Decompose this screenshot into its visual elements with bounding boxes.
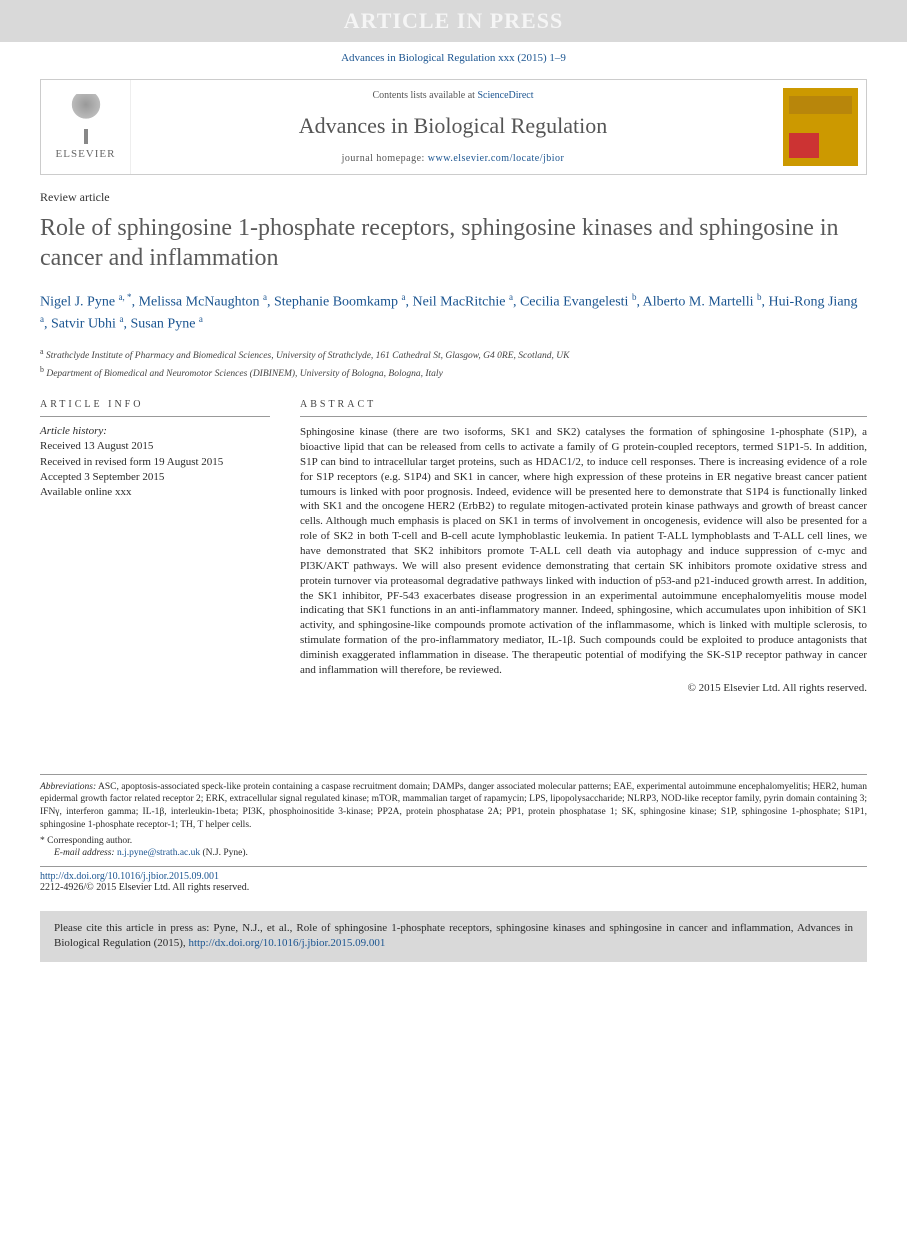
affiliation-a: a Strathclyde Institute of Pharmacy and …	[40, 346, 867, 363]
journal-cover-thumbnail[interactable]	[783, 88, 858, 166]
article-info-column: ARTICLE INFO Article history: Received 1…	[40, 399, 270, 693]
contents-prefix: Contents lists available at	[372, 90, 477, 101]
history-received: Received 13 August 2015	[40, 439, 270, 454]
citation-text: Please cite this article in press as: Py…	[54, 922, 853, 949]
affiliation-b: b Department of Biomedical and Neuromoto…	[40, 364, 867, 381]
doi-link[interactable]: http://dx.doi.org/10.1016/j.jbior.2015.0…	[40, 871, 219, 882]
sciencedirect-link[interactable]: ScienceDirect	[477, 90, 533, 101]
journal-header-box: ELSEVIER Contents lists available at Sci…	[40, 79, 867, 175]
article-info-header: ARTICLE INFO	[40, 399, 270, 417]
affiliations: a Strathclyde Institute of Pharmacy and …	[40, 346, 867, 381]
history-online: Available online xxx	[40, 485, 270, 500]
article-title: Role of sphingosine 1-phosphate receptor…	[40, 213, 867, 273]
homepage-link[interactable]: www.elsevier.com/locate/jbior	[428, 153, 565, 164]
top-citation: Advances in Biological Regulation xxx (2…	[0, 42, 907, 74]
email-link[interactable]: n.j.pyne@strath.ac.uk	[117, 848, 200, 858]
homepage-prefix: journal homepage:	[342, 153, 428, 164]
article-type: Review article	[40, 190, 867, 205]
history-revised: Received in revised form 19 August 2015	[40, 455, 270, 470]
email-label: E-mail address:	[54, 848, 115, 858]
abstract-copyright: © 2015 Elsevier Ltd. All rights reserved…	[300, 682, 867, 694]
homepage-line: journal homepage: www.elsevier.com/locat…	[141, 153, 765, 164]
citation-box: Please cite this article in press as: Py…	[40, 911, 867, 962]
elsevier-tree-icon	[61, 94, 111, 144]
citation-doi-link[interactable]: http://dx.doi.org/10.1016/j.jbior.2015.0…	[188, 937, 385, 949]
issn-copyright: 2212-4926/© 2015 Elsevier Ltd. All right…	[40, 882, 867, 893]
abstract-column: ABSTRACT Sphingosine kinase (there are t…	[300, 399, 867, 693]
history-accepted: Accepted 3 September 2015	[40, 470, 270, 485]
doi-line: http://dx.doi.org/10.1016/j.jbior.2015.0…	[40, 866, 867, 882]
article-in-press-banner: ARTICLE IN PRESS	[0, 0, 907, 42]
abbreviations: Abbreviations: ASC, apoptosis-associated…	[40, 774, 867, 832]
elsevier-logo[interactable]: ELSEVIER	[41, 80, 131, 174]
abbrev-text: ASC, apoptosis-associated speck-like pro…	[40, 782, 867, 830]
corresponding-author: * Corresponding author.	[40, 836, 867, 846]
abbrev-label: Abbreviations:	[40, 782, 96, 792]
abstract-text: Sphingosine kinase (there are two isofor…	[300, 425, 867, 677]
contents-line: Contents lists available at ScienceDirec…	[141, 90, 765, 101]
journal-name: Advances in Biological Regulation	[141, 113, 765, 139]
header-center: Contents lists available at ScienceDirec…	[131, 80, 775, 174]
email-name: (N.J. Pyne).	[200, 848, 248, 858]
email-line: E-mail address: n.j.pyne@strath.ac.uk (N…	[40, 848, 867, 858]
elsevier-text: ELSEVIER	[56, 148, 116, 160]
history-label: Article history:	[40, 425, 270, 437]
authors-list: Nigel J. Pyne a, *, Melissa McNaughton a…	[40, 291, 867, 334]
abstract-header: ABSTRACT	[300, 399, 867, 417]
